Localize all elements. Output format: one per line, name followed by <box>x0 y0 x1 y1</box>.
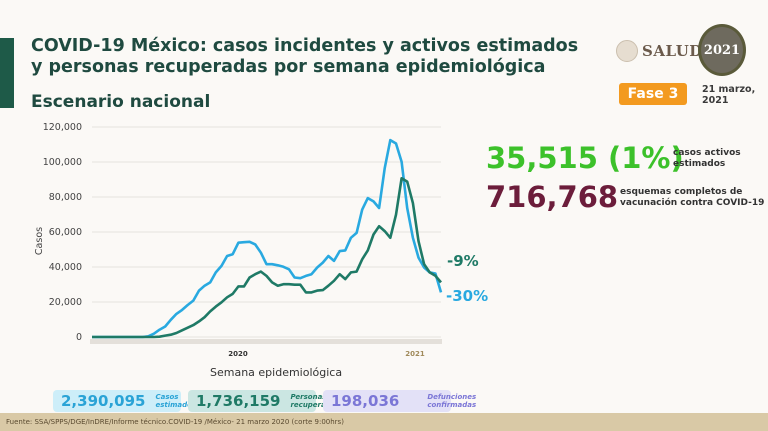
summary-value: 1,736,159 <box>196 392 281 410</box>
salud-logo: SALUD <box>616 40 703 62</box>
active-change-label: -9% <box>447 252 479 270</box>
summary-label: Defunciones confirmadas <box>427 393 477 409</box>
year-label-2020: 2020 <box>228 350 248 358</box>
page-subtitle: Escenario nacional <box>31 92 211 112</box>
source-footer: Fuente: SSA/SPPS/DGE/InDRE/Informe técni… <box>0 413 768 431</box>
active-cases-label: casos activos estimados <box>673 148 741 169</box>
incident-change-label: -30% <box>446 287 488 305</box>
summary-estimated-cases: 2,390,095 Casos estimados <box>53 390 196 412</box>
incident-cases-line <box>92 138 443 339</box>
mexico-2021-logo: 2021 <box>698 24 746 76</box>
x-axis-band <box>90 339 442 344</box>
summary-label: Casos estimados <box>155 393 197 409</box>
y-axis-label: Casos <box>34 227 45 255</box>
y-tick-label: 40,000 <box>49 262 82 273</box>
active-cases-value: 35,515 (1%) <box>486 141 684 175</box>
y-tick-label: 120,000 <box>43 122 82 133</box>
vaccination-label: esquemas completos de vacunación contra … <box>620 187 765 208</box>
accent-bar <box>0 38 14 108</box>
vaccination-value: 716,768 <box>486 180 619 214</box>
active-cases-line <box>92 177 442 339</box>
report-date: 21 marzo, 2021 <box>702 84 756 106</box>
summary-value: 2,390,095 <box>61 392 146 410</box>
y-tick-label: 60,000 <box>49 227 82 238</box>
y-tick-label: 80,000 <box>49 192 82 203</box>
y-tick-label: 0 <box>76 332 82 343</box>
phase-badge: Fase 3 <box>619 83 687 105</box>
page-title: COVID-19 México: casos incidentes y acti… <box>31 36 579 77</box>
cases-chart: 020,00040,00060,00080,000100,000120,000 … <box>34 122 488 358</box>
salud-logo-text: SALUD <box>642 42 703 60</box>
y-tick-label: 20,000 <box>49 297 82 308</box>
x-axis-label: Semana epidemiológica <box>210 366 343 379</box>
summary-recovered: 1,736,159 Personas recuperadas <box>188 390 340 412</box>
seal-icon <box>616 40 638 62</box>
summary-label: Personas recuperadas <box>290 393 340 409</box>
summary-deaths: 198,036 Defunciones confirmadas <box>323 390 476 412</box>
year-label-2021: 2021 <box>405 350 425 358</box>
y-tick-label: 100,000 <box>43 157 82 168</box>
summary-value: 198,036 <box>331 392 400 410</box>
